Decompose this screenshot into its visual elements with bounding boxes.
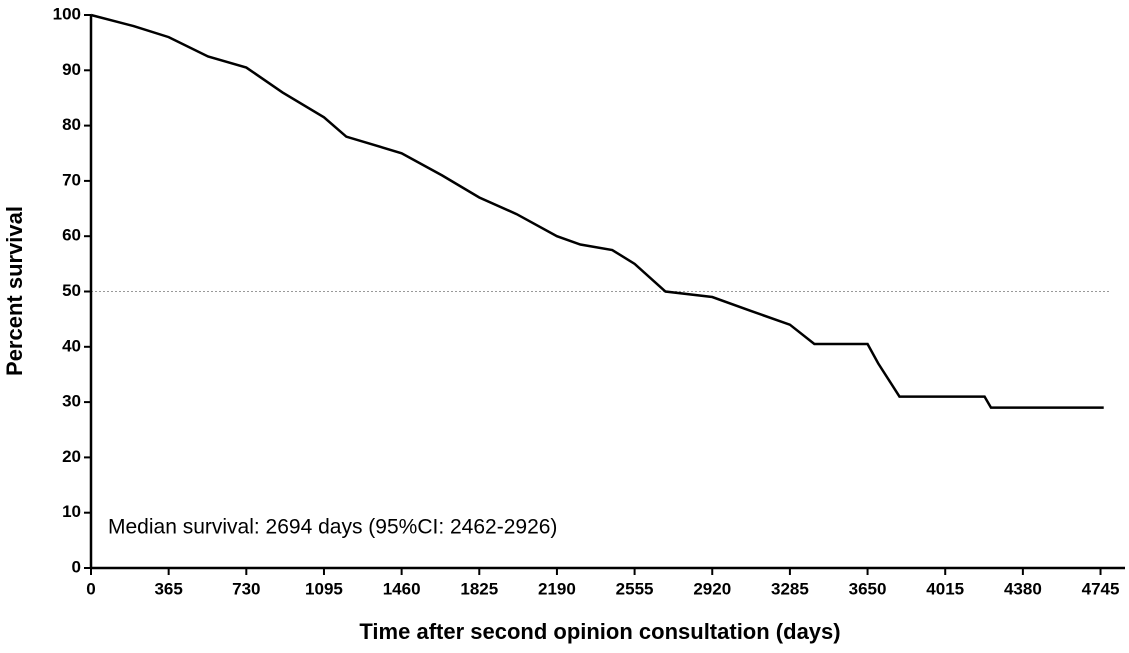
y-tick-label: 20 <box>62 447 81 466</box>
x-tick-label: 1460 <box>383 579 421 598</box>
y-tick-label: 30 <box>62 392 81 411</box>
x-tick-label: 2190 <box>538 579 576 598</box>
x-tick-label: 3650 <box>849 579 887 598</box>
x-tick-label: 2920 <box>693 579 731 598</box>
x-tick-label: 4380 <box>1004 579 1042 598</box>
y-tick-label: 60 <box>62 226 81 245</box>
y-axis-title: Percent survival <box>2 206 27 376</box>
x-tick-label: 730 <box>232 579 260 598</box>
x-axis-title: Time after second opinion consultation (… <box>359 619 840 644</box>
y-tick-label: 50 <box>62 281 81 300</box>
y-tick-label: 0 <box>72 557 81 576</box>
y-tick-label: 90 <box>62 60 81 79</box>
survival-curve <box>90 13 1104 409</box>
y-tick-label: 10 <box>62 502 81 521</box>
y-tick-label: 100 <box>53 4 81 23</box>
y-tick-label: 70 <box>62 170 81 189</box>
x-tick-label: 0 <box>86 579 95 598</box>
x-tick-label: 365 <box>154 579 182 598</box>
y-tick-label: 80 <box>62 115 81 134</box>
x-tick-label: 4745 <box>1082 579 1120 598</box>
y-tick-label: 40 <box>62 336 81 355</box>
x-tick-label: 1095 <box>305 579 343 598</box>
x-tick-label: 3285 <box>771 579 809 598</box>
annotation: Median survival: 2694 days (95%CI: 2462-… <box>108 516 557 539</box>
x-tick-label: 1825 <box>460 579 498 598</box>
x-tick-label: 4015 <box>926 579 964 598</box>
x-tick-label: 2555 <box>616 579 654 598</box>
